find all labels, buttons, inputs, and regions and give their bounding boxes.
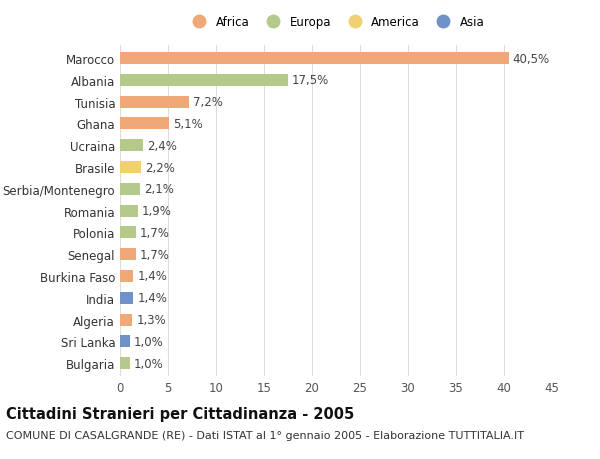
Text: 1,3%: 1,3% [136,313,166,326]
Text: 1,4%: 1,4% [137,270,167,283]
Bar [120,227,136,239]
Bar [120,96,189,108]
Text: 7,2%: 7,2% [193,96,223,109]
Bar [120,184,140,196]
Text: 1,4%: 1,4% [137,291,167,305]
Bar [120,75,288,87]
Bar [120,292,133,304]
Bar [120,336,130,347]
Bar [120,205,138,217]
Text: 1,7%: 1,7% [140,226,170,239]
Bar [120,53,509,65]
Text: 1,9%: 1,9% [142,205,172,218]
Bar [120,162,141,174]
Bar [120,270,133,282]
Legend: Africa, Europa, America, Asia: Africa, Europa, America, Asia [182,11,490,34]
Bar [120,249,136,261]
Bar [120,358,130,369]
Bar [120,140,143,152]
Text: 5,1%: 5,1% [173,118,203,131]
Text: 2,4%: 2,4% [147,140,177,152]
Text: 17,5%: 17,5% [292,74,329,87]
Text: 1,0%: 1,0% [133,357,163,370]
Text: COMUNE DI CASALGRANDE (RE) - Dati ISTAT al 1° gennaio 2005 - Elaborazione TUTTIT: COMUNE DI CASALGRANDE (RE) - Dati ISTAT … [6,431,524,441]
Text: 2,2%: 2,2% [145,161,175,174]
Text: 1,0%: 1,0% [133,335,163,348]
Text: Cittadini Stranieri per Cittadinanza - 2005: Cittadini Stranieri per Cittadinanza - 2… [6,406,354,421]
Text: 1,7%: 1,7% [140,248,170,261]
Text: 40,5%: 40,5% [512,52,550,66]
Text: 2,1%: 2,1% [144,183,174,196]
Bar [120,314,133,326]
Bar [120,118,169,130]
